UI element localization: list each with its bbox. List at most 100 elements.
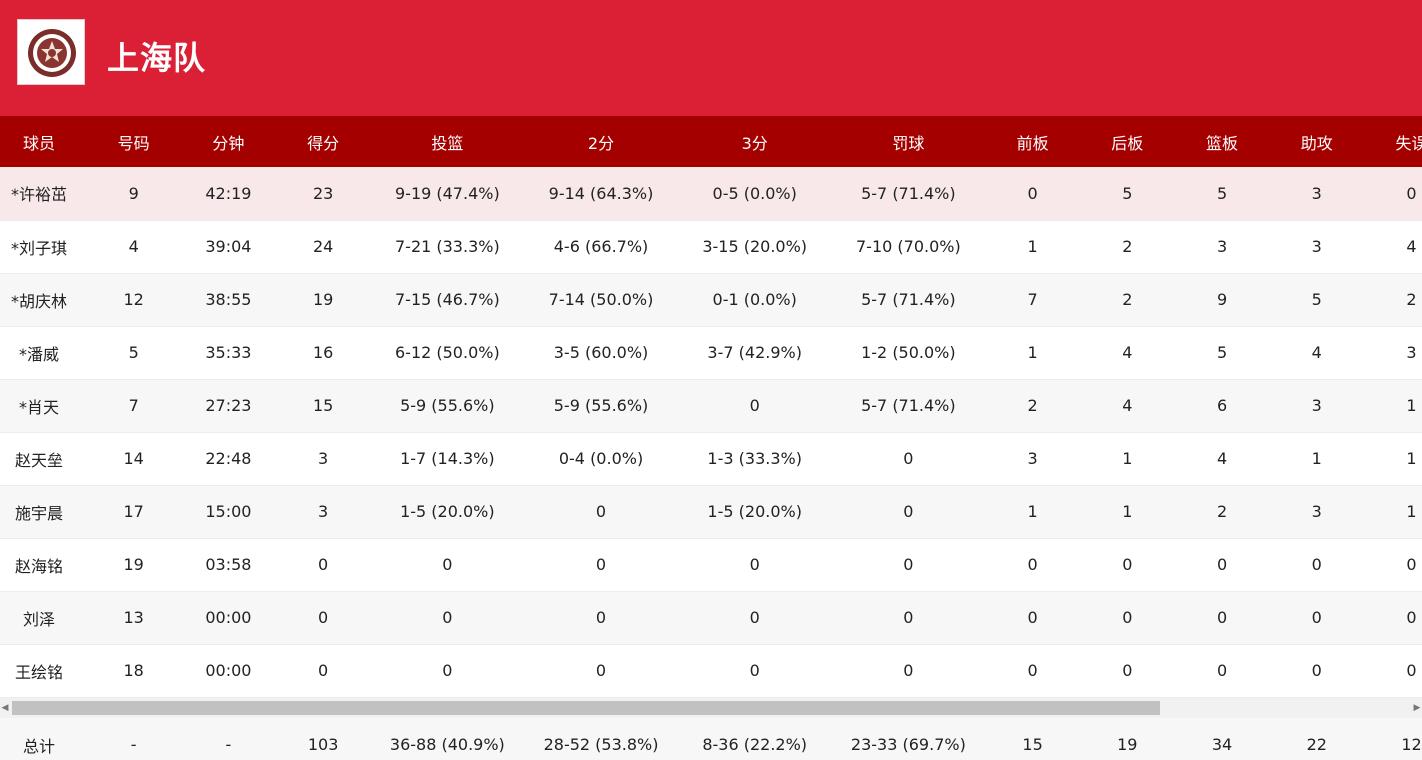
cell-three-pt: 0-5 (0.0%) <box>686 167 824 221</box>
cell-two-pt: 0 <box>515 485 687 539</box>
table-row[interactable]: *潘威 5 35:33 16 6-12 (50.0%) 3-5 (60.0%) 3-7 (4… <box>0 326 1422 380</box>
table-row[interactable]: *刘子琪 4 39:04 24 7-21 (33.3%) 4-6 (66.7%) 3-15 … <box>0 220 1422 274</box>
column-header-points[interactable]: 得分 <box>307 133 340 153</box>
cell-dreb: 4 <box>1071 326 1184 380</box>
team-title: 上海队 <box>107 39 207 77</box>
cell-minutes: 27:23 <box>189 379 268 433</box>
cell-player[interactable]: 刘泽 <box>0 591 78 645</box>
cell-dreb: 5 <box>1071 167 1184 221</box>
total-minutes: - <box>189 718 268 760</box>
cell-fg: 9-19 (47.4%) <box>378 167 516 221</box>
total-reb: 34 <box>1183 718 1261 760</box>
cell-ft: 7-10 (70.0%) <box>823 220 994 274</box>
cell-player[interactable]: *肖天 <box>0 379 78 433</box>
cell-fg: 1-7 (14.3%) <box>378 432 516 486</box>
cell-minutes: 35:33 <box>189 326 268 380</box>
table-row[interactable]: 赵天垒 14 22:48 3 1-7 (14.3%) 0-4 (0.0%) 1-3 (33.… <box>0 432 1422 486</box>
column-header-player[interactable]: 球员 <box>22 133 55 153</box>
scrollbar-thumb[interactable] <box>12 701 1160 715</box>
total-oreb: 15 <box>993 718 1072 760</box>
column-header-two-pt[interactable]: 2分 <box>587 133 615 153</box>
player-stats-table: 球员号码分钟得分投篮2分3分罚球前板后板篮板助攻失误抢 *许裕茁942:1923… <box>0 116 1422 698</box>
total-dreb: 19 <box>1071 718 1184 760</box>
cell-two-pt: 9-14 (64.3%) <box>515 167 687 221</box>
cell-two-pt: 7-14 (50.0%) <box>515 273 687 327</box>
column-header-fg[interactable]: 投篮 <box>431 133 464 153</box>
column-header-ft[interactable]: 罚球 <box>892 133 925 153</box>
cell-minutes: 03:58 <box>189 538 268 592</box>
cell-player[interactable]: 施宇晨 <box>0 485 78 539</box>
cell-oreb: 0 <box>993 644 1072 698</box>
cell-player[interactable]: *潘威 <box>0 326 78 380</box>
cell-ast: 0 <box>1260 538 1373 592</box>
cell-points: 3 <box>267 432 379 486</box>
table-row[interactable]: 王绘铭 18 00:00 0 0 0 0 0 0 0 0 0 0 <box>0 644 1422 698</box>
table-header-row: 球员号码分钟得分投篮2分3分罚球前板后板篮板助攻失误抢 <box>0 116 1422 167</box>
column-header-oreb[interactable]: 前板 <box>1016 133 1049 153</box>
cell-number: 14 <box>77 432 190 486</box>
cell-tov: 1 <box>1372 379 1422 433</box>
cell-player[interactable]: 赵海铭 <box>0 538 78 592</box>
cell-number: 5 <box>77 326 190 380</box>
cell-ast: 1 <box>1260 432 1373 486</box>
cell-tov: 1 <box>1372 432 1422 486</box>
total-three-pt: 8-36 (22.2%) <box>686 718 824 760</box>
cell-number: 19 <box>77 538 190 592</box>
total-ft: 23-33 (69.7%) <box>823 718 994 760</box>
arrow-left-icon[interactable]: ◀ <box>1 703 9 713</box>
totals-row: 总计 - -103 36-88 (40.9%) 28-52 (53.8%) 8-36 (2… <box>0 718 1422 760</box>
table-row[interactable]: 刘泽 13 00:00 0 0 0 0 0 0 0 0 0 0 <box>0 591 1422 645</box>
cell-minutes: 15:00 <box>189 485 268 539</box>
total-player: 总计 <box>0 718 78 760</box>
cell-reb: 0 <box>1183 644 1261 698</box>
cell-oreb: 7 <box>993 273 1072 327</box>
cell-number: 7 <box>77 379 190 433</box>
cell-ft: 5-7 (71.4%) <box>823 167 994 221</box>
column-header-three-pt[interactable]: 3分 <box>741 133 768 153</box>
cell-three-pt: 1-3 (33.3%) <box>686 432 824 486</box>
table-row[interactable]: *肖天 7 27:23 15 5-9 (55.6%) 5-9 (55.6%) 0 5-7 (7… <box>0 379 1422 433</box>
cell-reb: 4 <box>1183 432 1261 486</box>
table-row[interactable]: *许裕茁 9 42:19 23 9-19 (47.4%) 9-14 (64.3%) 0-5 … <box>0 167 1422 221</box>
team-logo <box>17 19 85 85</box>
cell-points: 0 <box>267 538 379 592</box>
column-header-minutes[interactable]: 分钟 <box>212 133 245 153</box>
cell-reb: 3 <box>1183 220 1261 274</box>
cell-fg: 6-12 (50.0%) <box>378 326 516 380</box>
column-header-tov[interactable]: 失误 <box>1395 133 1422 153</box>
cell-ft: 0 <box>823 591 994 645</box>
cell-player[interactable]: 王绘铭 <box>0 644 78 698</box>
cell-player[interactable]: *许裕茁 <box>0 167 78 221</box>
cell-tov: 2 <box>1372 273 1422 327</box>
cell-ft: 0 <box>823 485 994 539</box>
cell-tov: 0 <box>1372 591 1422 645</box>
cell-dreb: 4 <box>1071 379 1184 433</box>
total-fg: 36-88 (40.9%) <box>378 718 516 760</box>
cell-number: 12 <box>77 273 190 327</box>
cell-number: 17 <box>77 485 190 539</box>
team-crest-icon <box>28 29 76 77</box>
total-ast: 22 <box>1260 718 1373 760</box>
table-row[interactable]: *胡庆林 12 38:55 19 7-15 (46.7%) 7-14 (50.0%) 0-1… <box>0 273 1422 327</box>
cell-player[interactable]: 赵天垒 <box>0 432 78 486</box>
total-number: - <box>77 718 190 760</box>
cell-three-pt: 0 <box>686 379 824 433</box>
cell-dreb: 1 <box>1071 432 1184 486</box>
column-header-ast[interactable]: 助攻 <box>1300 133 1333 153</box>
table-row[interactable]: 赵海铭 19 03:58 0 0 0 0 0 0 0 0 0 0 <box>0 538 1422 592</box>
cell-player[interactable]: *刘子琪 <box>0 220 78 274</box>
table-row[interactable]: 施宇晨 17 15:00 3 1-5 (20.0%) 0 1-5 (20.0%) 0 1 1 2 3 1 <box>0 485 1422 539</box>
arrow-right-icon[interactable]: ▶ <box>1413 703 1421 713</box>
column-header-dreb[interactable]: 后板 <box>1111 133 1144 153</box>
cell-minutes: 42:19 <box>189 167 268 221</box>
cell-points: 24 <box>267 220 379 274</box>
cell-player[interactable]: *胡庆林 <box>0 273 78 327</box>
column-header-number[interactable]: 号码 <box>117 133 150 153</box>
horizontal-scrollbar[interactable]: ◀ ▶ <box>0 698 1422 718</box>
cell-ast: 3 <box>1260 167 1373 221</box>
column-header-reb[interactable]: 篮板 <box>1206 133 1239 153</box>
cell-points: 15 <box>267 379 379 433</box>
stats-table-container[interactable]: 球员号码分钟得分投篮2分3分罚球前板后板篮板助攻失误抢 *许裕茁942:1923… <box>0 116 1422 698</box>
cell-ft: 0 <box>823 538 994 592</box>
cell-ast: 0 <box>1260 644 1373 698</box>
